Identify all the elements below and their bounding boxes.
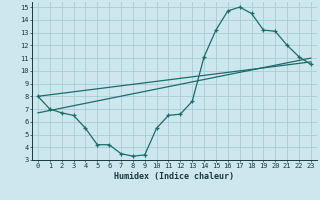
X-axis label: Humidex (Indice chaleur): Humidex (Indice chaleur) — [115, 172, 234, 181]
